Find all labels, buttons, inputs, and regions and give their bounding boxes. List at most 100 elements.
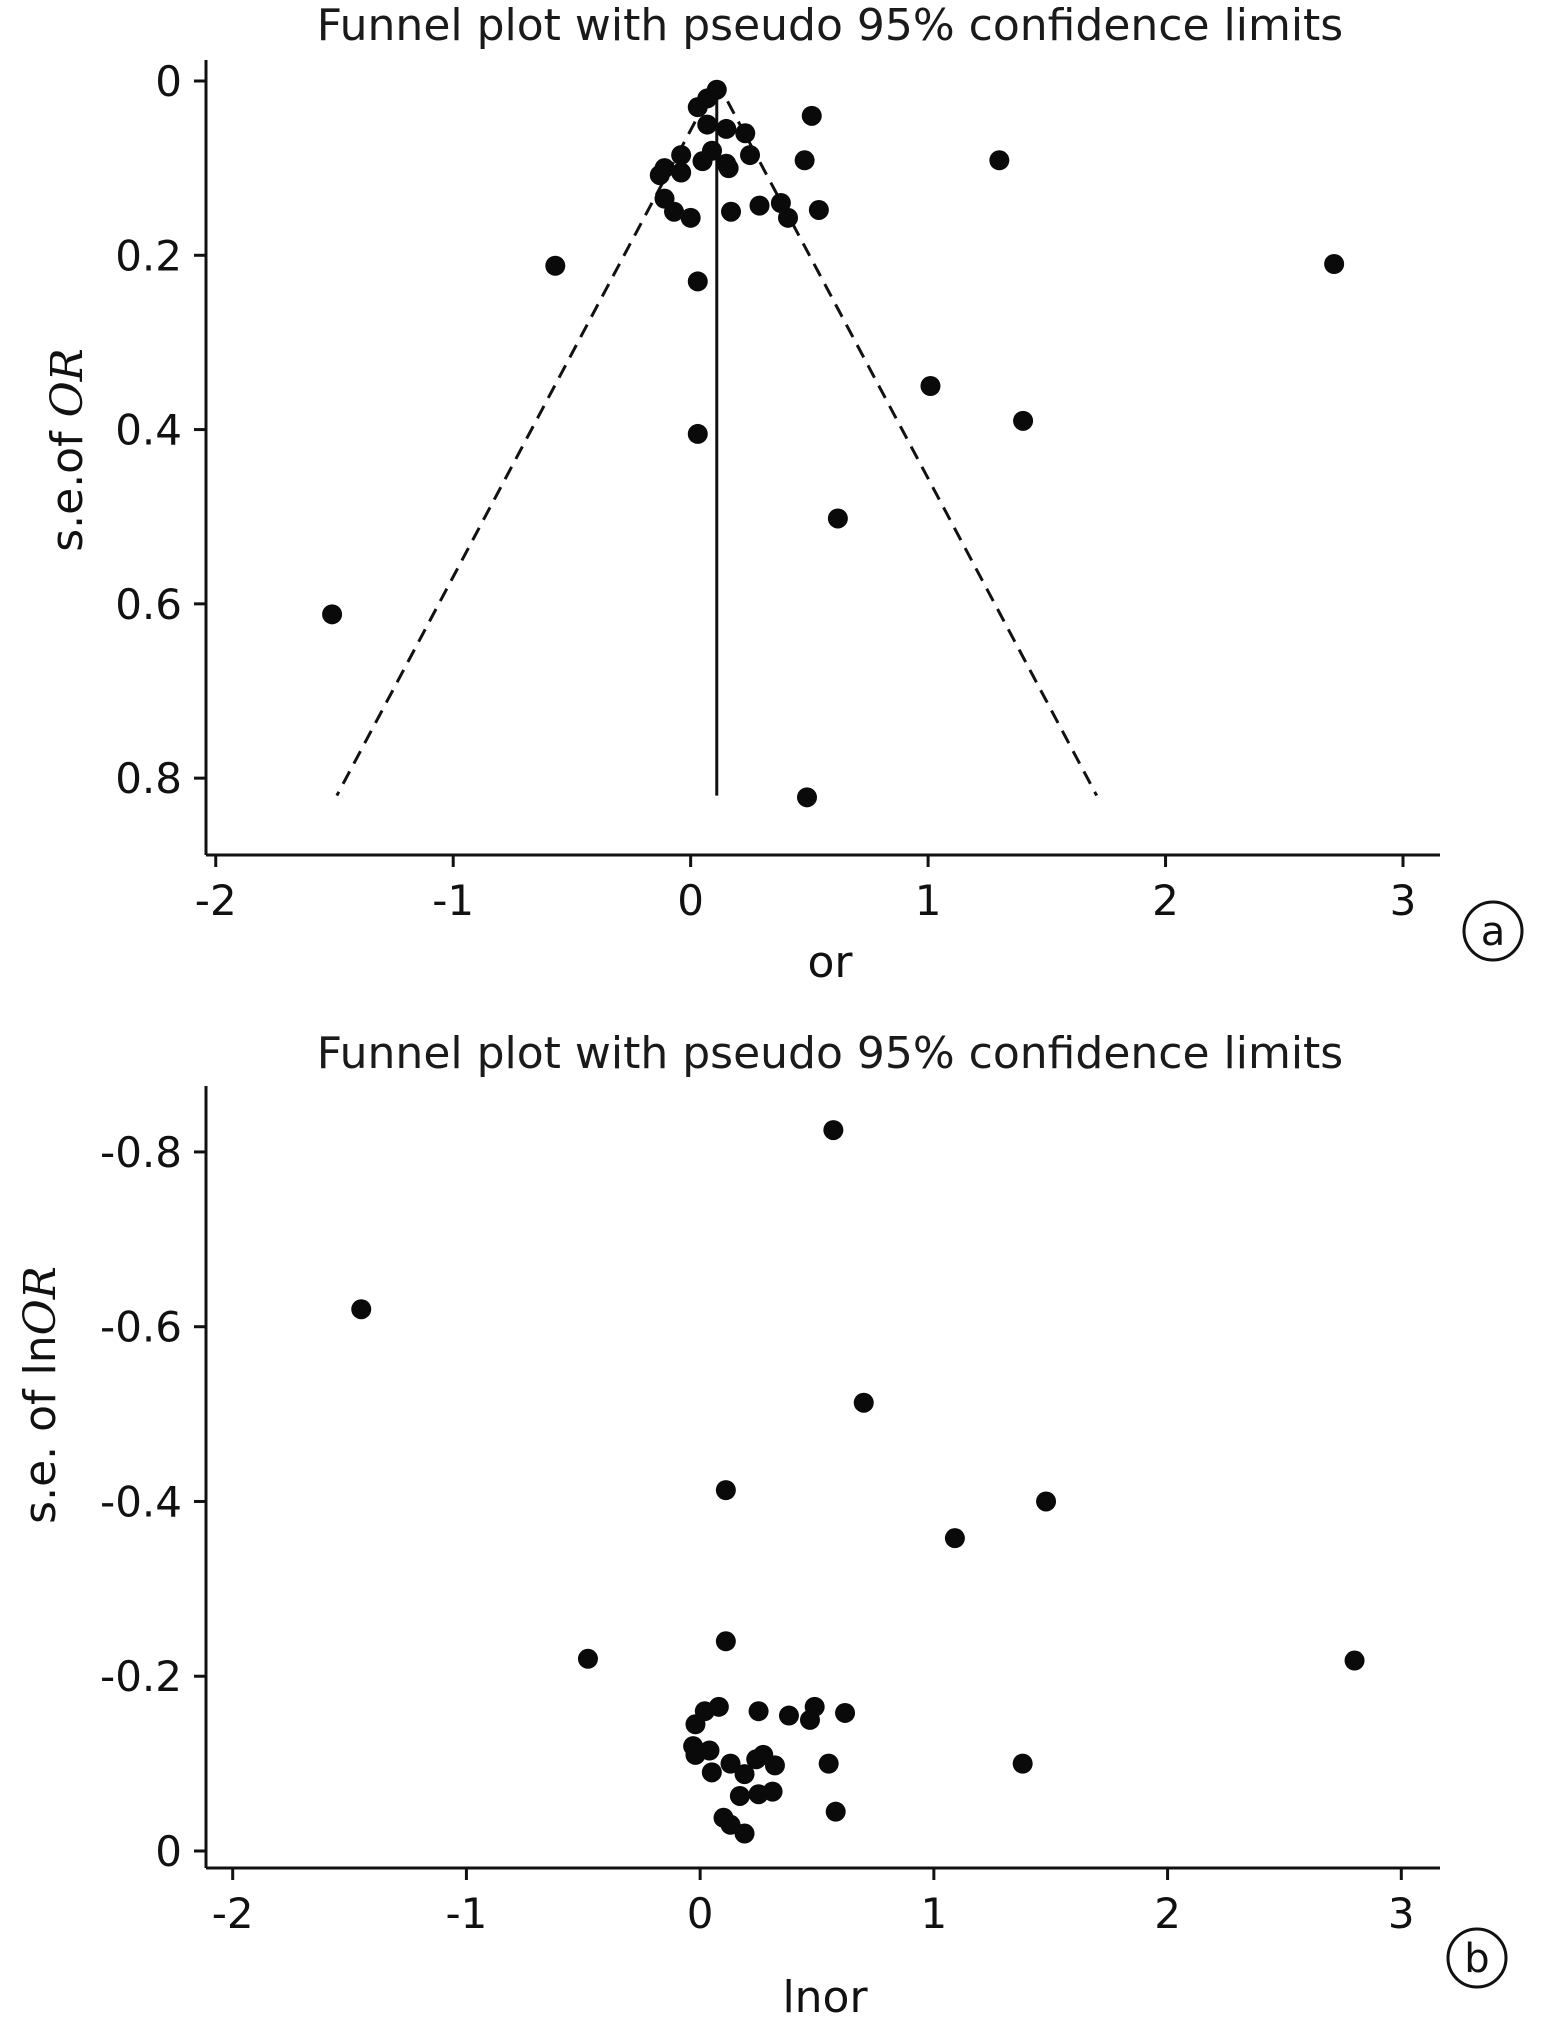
panel-label-circle xyxy=(1462,900,1524,962)
data-point xyxy=(801,105,822,126)
data-point xyxy=(1012,1753,1033,1774)
x-tick-label: 2 xyxy=(1152,876,1179,925)
data-point xyxy=(794,150,815,171)
data-point xyxy=(989,150,1010,171)
data-point xyxy=(692,151,713,172)
data-point xyxy=(1324,254,1345,274)
y-tick-label: 0.2 xyxy=(115,231,182,280)
panel-label-circle xyxy=(1446,1927,1508,1989)
x-tick-label: -2 xyxy=(195,876,237,925)
y-axis-label-italic: OR xyxy=(42,348,93,417)
y-tick-label: 0 xyxy=(155,1827,182,1876)
data-point xyxy=(701,1762,722,1783)
x-tick-label: -2 xyxy=(212,1889,254,1938)
panel-label: a xyxy=(1481,909,1506,955)
data-point xyxy=(664,201,685,222)
upper-confidence-limit xyxy=(715,80,1099,797)
data-point xyxy=(685,1714,706,1735)
data-point xyxy=(697,114,718,135)
panel-label: b xyxy=(1464,1936,1489,1982)
funnel-plot-a: Funnel plot with pseudo 95% confidence l… xyxy=(0,0,1554,1000)
data-point xyxy=(718,158,739,179)
data-point xyxy=(808,199,829,220)
x-tick-label: 1 xyxy=(920,1889,947,1938)
data-point xyxy=(708,1696,729,1717)
data-point xyxy=(545,255,566,276)
data-point xyxy=(778,207,799,228)
data-point xyxy=(715,1480,736,1501)
chart-title: Funnel plot with pseudo 95% confidence l… xyxy=(317,0,1343,51)
x-tick-label: 2 xyxy=(1154,1889,1181,1938)
data-point xyxy=(734,1764,755,1785)
data-point xyxy=(749,195,770,216)
x-tick-label: 0 xyxy=(687,1889,714,1938)
data-point xyxy=(649,165,670,186)
data-point xyxy=(778,1705,799,1726)
y-tick-label: 0.6 xyxy=(115,580,182,629)
data-points xyxy=(322,79,1345,808)
data-point xyxy=(818,1753,839,1774)
data-point xyxy=(797,787,817,808)
y-axis-label: s.e.of OR xyxy=(42,348,93,552)
data-point xyxy=(748,1701,769,1722)
data-point xyxy=(1013,410,1034,431)
data-point xyxy=(687,97,708,118)
y-tick-label: -0.2 xyxy=(100,1652,182,1701)
funnel-plot-b: Funnel plot with pseudo 95% confidence l… xyxy=(0,1000,1554,2022)
data-point xyxy=(715,1631,736,1652)
data-point xyxy=(729,1785,750,1806)
y-tick-label: -0.8 xyxy=(100,1128,182,1177)
x-tick-label: 3 xyxy=(1390,876,1417,925)
funnel-limits xyxy=(335,80,1099,797)
data-point xyxy=(944,1528,965,1549)
data-point xyxy=(1036,1491,1057,1512)
x-tick-label: 1 xyxy=(915,876,942,925)
data-point xyxy=(920,376,941,396)
data-point xyxy=(740,145,761,166)
data-point xyxy=(835,1702,856,1723)
data-point xyxy=(823,1120,844,1141)
data-point xyxy=(735,123,756,144)
data-point xyxy=(720,1753,741,1774)
y-tick-label: 0 xyxy=(155,57,182,106)
data-points xyxy=(351,1120,1365,1844)
x-tick-label: -1 xyxy=(445,1889,487,1938)
y-axis-label: s.e. of lnOR xyxy=(15,1266,66,1524)
data-point xyxy=(716,118,737,139)
data-point xyxy=(770,193,791,213)
data-point xyxy=(825,1801,846,1822)
funnel-plot-b-svg: Funnel plot with pseudo 95% confidence l… xyxy=(15,1028,1508,2022)
y-axis-label-prefix: s.e.of xyxy=(42,417,93,551)
data-point xyxy=(734,1823,755,1844)
data-point xyxy=(799,1709,820,1730)
data-point xyxy=(322,604,343,625)
data-point xyxy=(762,1781,783,1802)
x-tick-label: 0 xyxy=(677,876,704,925)
axes: -2 -1 0 1 2 3 0 -0.2 -0.4 -0.6 -0.8 xyxy=(100,1086,1440,1938)
data-point xyxy=(1344,1650,1365,1671)
y-tick-label: 0.4 xyxy=(115,406,182,455)
data-point xyxy=(687,271,708,292)
lower-confidence-limit xyxy=(335,80,719,797)
x-tick-label: 3 xyxy=(1388,1889,1415,1938)
data-point xyxy=(680,207,701,228)
data-point xyxy=(351,1299,372,1320)
data-point xyxy=(687,423,708,444)
funnel-plot-a-svg: Funnel plot with pseudo 95% confidence l… xyxy=(42,0,1524,988)
x-tick-label: -1 xyxy=(432,876,474,925)
data-point xyxy=(764,1755,785,1776)
y-axis-label-italic: OR xyxy=(15,1266,66,1335)
data-point xyxy=(685,1744,706,1765)
x-axis-label: lnor xyxy=(782,1972,868,2022)
y-tick-label: -0.6 xyxy=(100,1303,182,1352)
y-tick-label: 0.8 xyxy=(115,754,182,803)
data-point xyxy=(827,508,848,529)
data-point xyxy=(721,201,742,222)
x-axis-label: or xyxy=(807,937,853,988)
chart-title: Funnel plot with pseudo 95% confidence l… xyxy=(317,1028,1343,1079)
y-axis-label-prefix: s.e. of ln xyxy=(15,1335,66,1523)
data-point xyxy=(577,1648,598,1669)
axes: -2 -1 0 1 2 3 0 0.2 0.4 0.6 0.8 xyxy=(115,57,1440,925)
data-point xyxy=(853,1392,874,1413)
data-point xyxy=(671,162,692,183)
